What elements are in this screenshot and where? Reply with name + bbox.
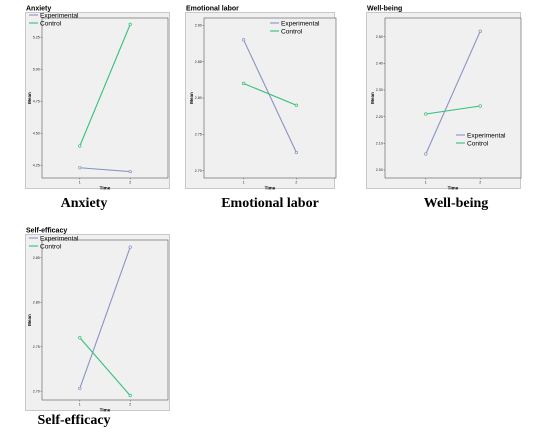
y-tick-label: 2.40 xyxy=(376,62,383,66)
y-tick-label: 2.90 xyxy=(195,23,202,27)
plot-area xyxy=(41,239,169,401)
x-axis-label: Time xyxy=(448,186,459,191)
chart-panel-anxiety: Anxiety 4.25 4.50 4.75 5.00 5.25 1 2 Time Mean Exp… xyxy=(25,4,170,191)
series-line-experimental xyxy=(79,167,131,173)
y-tick-label: 2.00 xyxy=(376,168,383,172)
data-point-control xyxy=(78,144,82,148)
series-line-control xyxy=(79,337,131,396)
y-tick-label: 4.50 xyxy=(33,131,40,135)
legend-label-control: Control xyxy=(467,140,489,147)
chart-title: Anxiety xyxy=(26,6,51,13)
data-point-control xyxy=(294,103,299,107)
series-line-experimental xyxy=(425,31,481,155)
y-tick-label: 2.50 xyxy=(376,35,383,39)
y-tick-label: 2.70 xyxy=(33,389,40,393)
data-point-experimental xyxy=(294,150,299,155)
x-tick-label: 1 xyxy=(79,181,81,185)
x-axis-label: Time xyxy=(100,408,111,413)
y-tick-label: 2.85 xyxy=(195,60,202,64)
y-tick-label: 2.70 xyxy=(195,169,202,173)
x-tick-label: 2 xyxy=(129,181,131,185)
x-tick-label: 2 xyxy=(129,403,131,407)
chart-title: Emotional labor xyxy=(186,6,239,13)
y-tick-label: 4.25 xyxy=(33,163,40,167)
legend-label-experimental: Experimental xyxy=(40,235,79,242)
y-tick-label: 2.30 xyxy=(376,88,383,92)
chart-svg-emotional-labor: Emotional labor 2.70 2.75 2.80 2.85 2.90 1 2 Tim… xyxy=(185,6,337,191)
y-tick-label: 4.75 xyxy=(33,99,40,103)
chart-panel-emotional-labor: Emotional labor 2.70 2.75 2.80 2.85 2.90 1 2 Tim… xyxy=(185,4,337,191)
legend-label-control: Control xyxy=(40,20,62,27)
y-tick-label: 2.10 xyxy=(376,142,383,146)
legend-label-experimental: Experimental xyxy=(281,20,320,27)
plot-area xyxy=(41,17,169,179)
data-point-experimental xyxy=(78,386,82,391)
y-axis-label: Mean xyxy=(27,92,32,104)
y-tick-label: 2.20 xyxy=(376,115,383,119)
x-tick-label: 2 xyxy=(479,181,481,185)
plot-area xyxy=(384,17,522,179)
y-tick-label: 2.75 xyxy=(195,133,202,137)
y-tick-label: 2.85 xyxy=(33,256,40,260)
data-point-control xyxy=(478,104,482,108)
data-point-experimental xyxy=(128,169,132,174)
series-line-control xyxy=(79,24,131,147)
series-line-experimental xyxy=(243,39,297,153)
y-tick-label: 5.25 xyxy=(33,35,40,39)
caption-anxiety: Anxiety xyxy=(60,196,108,211)
chart-panel-self-efficacy: Self-efficacy 2.70 2.75 2.80 2.85 1 2 Time Mean E… xyxy=(25,226,170,413)
legend-label-control: Control xyxy=(281,28,303,35)
y-axis-label: Mean xyxy=(27,314,32,326)
y-axis-label: Mean xyxy=(189,92,194,104)
x-tick-label: 1 xyxy=(243,181,245,185)
data-point-control xyxy=(128,393,132,398)
series-line-experimental xyxy=(79,246,131,389)
y-axis-label: Mean xyxy=(370,92,375,104)
chart-panel-well-being: Well-being 2.00 2.10 2.20 2.30 2.40 2.50 1 2 Time… xyxy=(366,4,522,191)
y-tick-label: 5.00 xyxy=(33,67,40,71)
legend-label-experimental: Experimental xyxy=(467,132,506,139)
x-tick-label: 1 xyxy=(79,403,81,407)
data-point-experimental xyxy=(128,245,132,249)
data-point-control xyxy=(128,22,132,27)
series-line-control xyxy=(243,82,297,106)
x-axis-label: Time xyxy=(265,186,276,191)
data-point-control xyxy=(424,112,428,116)
chart-title: Self-efficacy xyxy=(26,228,67,235)
data-point-control xyxy=(241,81,246,86)
caption-self-efficacy: Self-efficacy xyxy=(37,413,111,428)
data-point-experimental xyxy=(424,152,428,156)
plot-area xyxy=(203,17,337,179)
data-point-experimental xyxy=(478,29,482,33)
caption-well-being: Well-being xyxy=(423,196,489,211)
legend-label-experimental: Experimental xyxy=(40,12,79,19)
x-tick-label: 2 xyxy=(295,181,297,185)
x-tick-label: 1 xyxy=(425,181,427,185)
data-point-experimental xyxy=(78,166,82,170)
data-point-experimental xyxy=(241,38,246,42)
series-line-control xyxy=(425,105,481,115)
chart-svg-self-efficacy: Self-efficacy 2.70 2.75 2.80 2.85 1 2 Time Mean E… xyxy=(25,228,170,413)
caption-emotional-labor: Emotional labor xyxy=(221,196,319,211)
chart-title: Well-being xyxy=(367,6,402,13)
y-tick-label: 2.80 xyxy=(33,300,40,304)
y-tick-label: 2.80 xyxy=(195,96,202,100)
data-point-control xyxy=(78,336,82,340)
chart-svg-anxiety: Anxiety 4.25 4.50 4.75 5.00 5.25 1 2 Time Mean Exp… xyxy=(25,6,170,191)
legend-label-control: Control xyxy=(40,243,62,250)
y-tick-label: 2.75 xyxy=(33,345,40,349)
chart-svg-well-being: Well-being 2.00 2.10 2.20 2.30 2.40 2.50 1 2 Time… xyxy=(366,6,522,191)
x-axis-label: Time xyxy=(100,186,111,191)
